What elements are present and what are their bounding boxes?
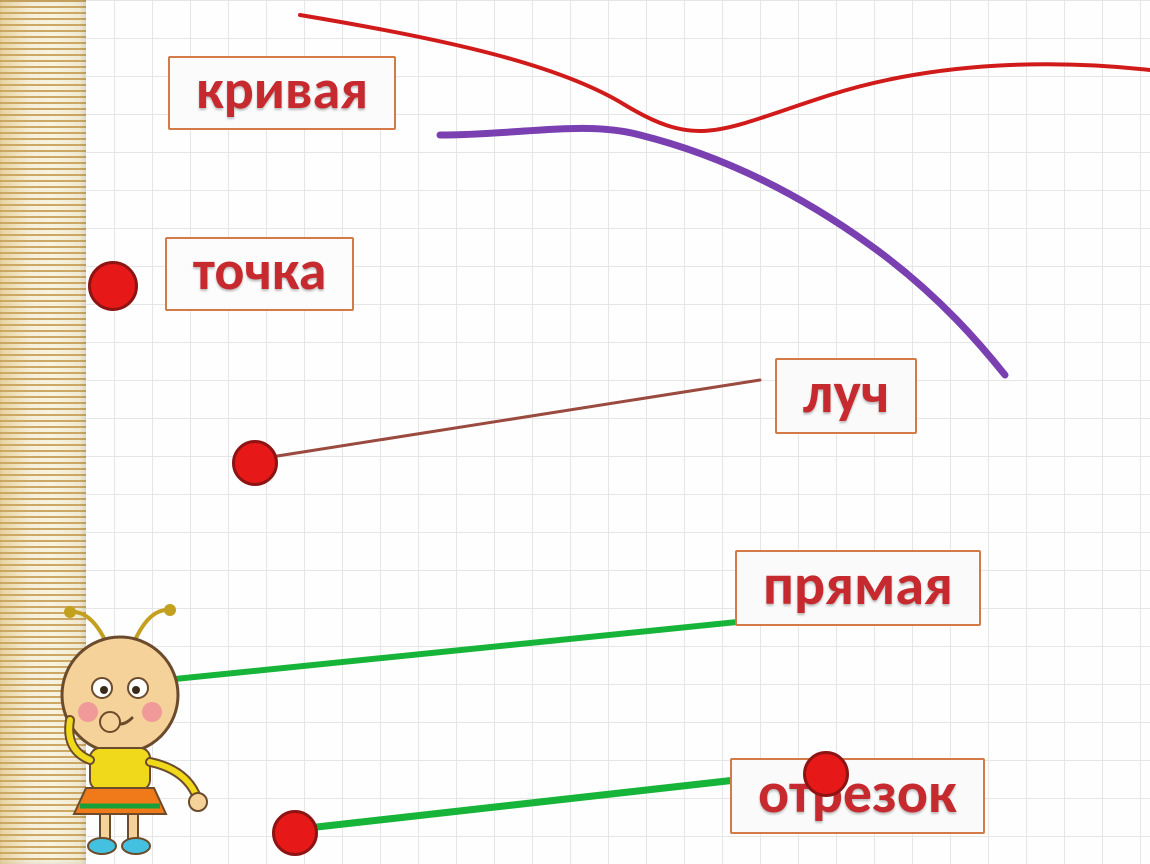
label-curve: кривая (168, 56, 396, 130)
segment-end-b (803, 751, 849, 797)
segment-end-a (272, 810, 318, 856)
left-decor-strip (0, 0, 86, 864)
label-ray: луч (775, 358, 917, 434)
ray-origin-dot (232, 440, 278, 486)
label-segment: отрезок (730, 758, 985, 834)
point-dot (88, 261, 138, 311)
label-point: точка (165, 237, 354, 311)
label-line: прямая (735, 550, 981, 626)
